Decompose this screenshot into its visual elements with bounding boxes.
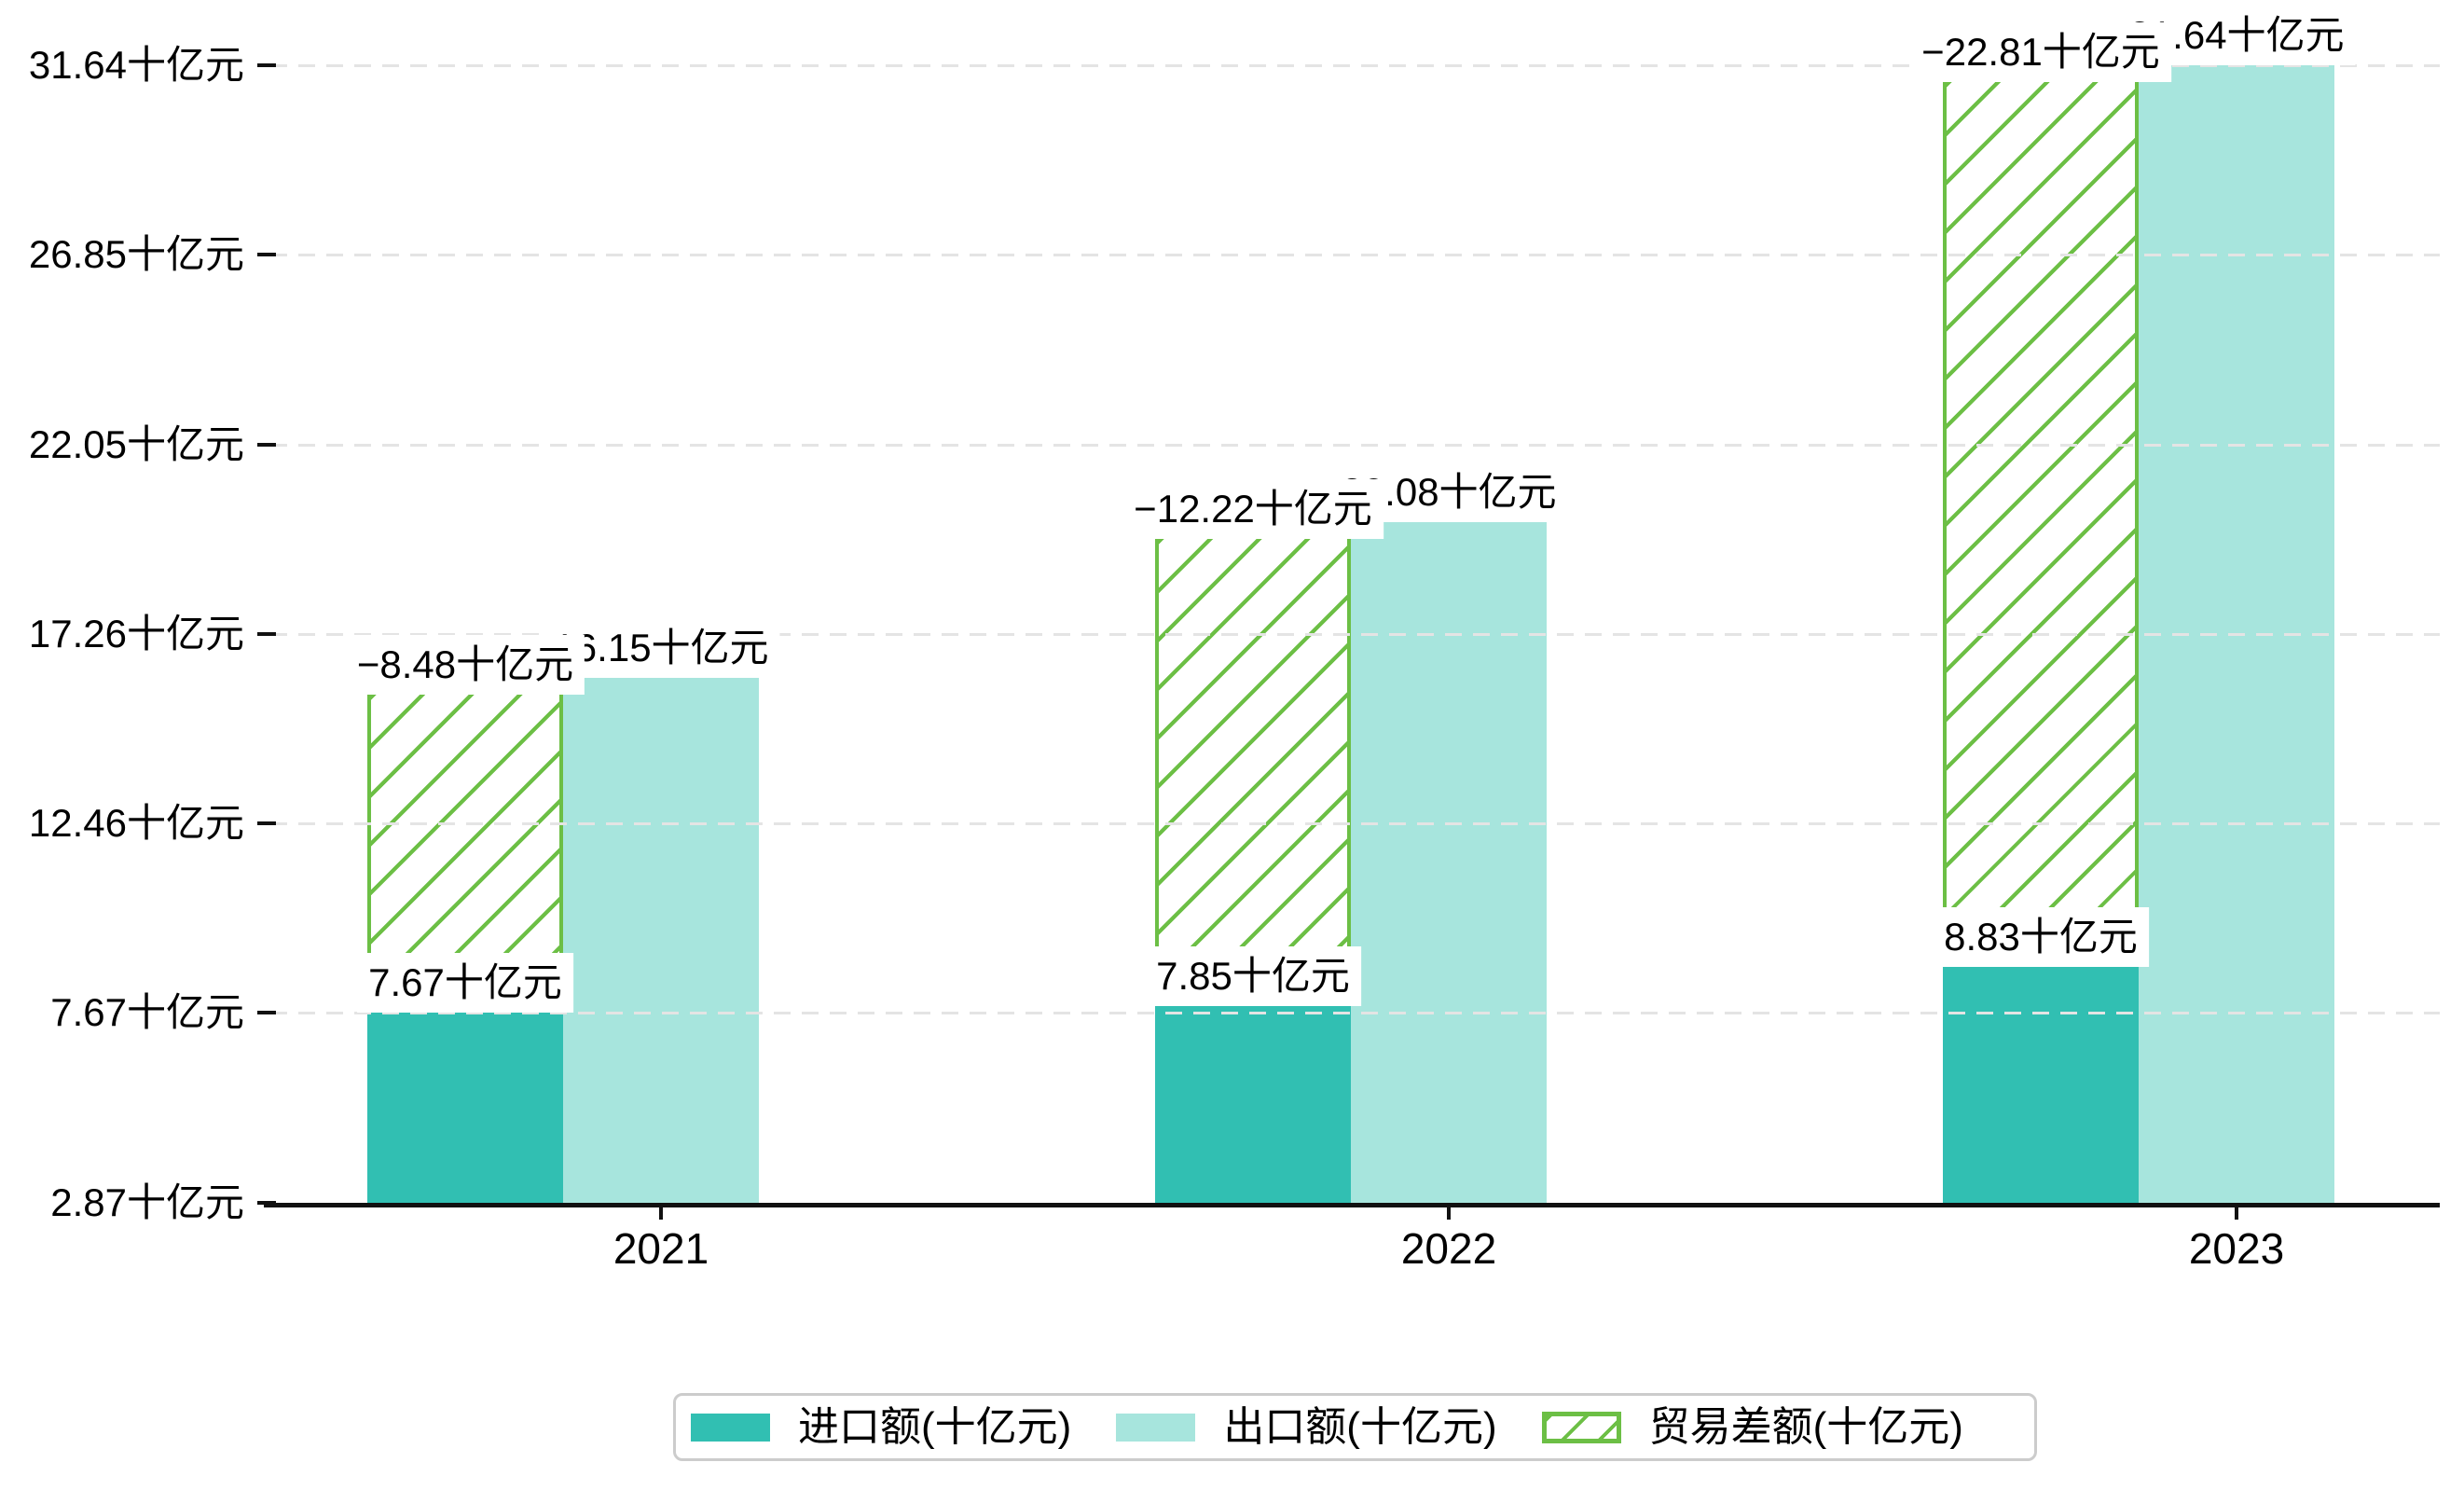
y-tick-label: 12.46十亿元 <box>28 801 244 846</box>
import-value-label: 8.83十亿元 <box>1933 907 2149 968</box>
import-swatch-icon <box>691 1413 770 1442</box>
import-value-label: 7.67十亿元 <box>357 953 573 1014</box>
x-tick-mark <box>1447 1207 1451 1220</box>
gridline <box>270 1012 2440 1015</box>
trade-balance-hatch-swatch-icon <box>1541 1411 1621 1443</box>
trade-balance-value-label: −22.81十亿元 <box>1910 22 2171 82</box>
y-tick-label: 17.26十亿元 <box>28 611 244 655</box>
legend-item-import: 进口额(十亿元) <box>691 1403 1071 1452</box>
y-tick-label: 31.64十亿元 <box>28 43 244 87</box>
x-tick-label: 2022 <box>1400 1224 1497 1273</box>
trade-balance-value-label: −8.48十亿元 <box>345 634 585 695</box>
export-value-label: 16.15十亿元 <box>542 617 780 678</box>
export-swatch-icon <box>1116 1413 1196 1442</box>
y-tick-mark <box>257 63 276 67</box>
y-tick-label: 2.87十亿元 <box>50 1180 244 1224</box>
x-tick-label: 2023 <box>2188 1224 2285 1273</box>
x-tick-mark <box>2235 1207 2238 1220</box>
legend-item-trade-balance: 贸易差额(十亿元) <box>1541 1403 1963 1452</box>
legend-item-export: 出口额(十亿元) <box>1116 1403 1497 1452</box>
trade-balance-bar <box>1155 539 1351 1006</box>
trade-balance-value-label: −12.22十亿元 <box>1122 479 1383 540</box>
y-tick-mark <box>257 1011 276 1015</box>
gridline <box>270 632 2440 636</box>
y-tick-mark <box>257 821 276 826</box>
y-tick-mark <box>257 442 276 447</box>
y-tick-mark <box>257 631 276 636</box>
legend-label-import: 进口额(十亿元) <box>798 1403 1072 1450</box>
gridline <box>270 254 2440 257</box>
legend-label-trade-balance: 贸易差额(十亿元) <box>1648 1403 1963 1450</box>
y-tick-label: 7.67十亿元 <box>50 990 244 1035</box>
gridline <box>270 822 2440 826</box>
trade-balance-bar <box>1943 82 2139 968</box>
x-tick-mark <box>659 1207 663 1220</box>
gridline <box>270 443 2440 447</box>
import-value-label: 7.85十亿元 <box>1145 945 1361 1006</box>
legend-label-export: 出口额(十亿元) <box>1223 1403 1497 1450</box>
y-tick-label: 26.85十亿元 <box>28 232 244 277</box>
export-bar <box>1351 522 1547 1203</box>
x-tick-label: 2021 <box>613 1224 709 1273</box>
x-axis-line <box>264 1203 2440 1207</box>
export-value-label: 31.64十亿元 <box>2117 6 2356 65</box>
gridline <box>270 64 2440 67</box>
legend: 进口额(十亿元) 出口额(十亿元) 贸易差额(十亿元) <box>673 1393 2037 1461</box>
y-tick-label: 22.05十亿元 <box>28 421 244 466</box>
import-bar <box>367 1013 563 1203</box>
import-bar <box>1943 967 2139 1203</box>
y-tick-mark <box>257 253 276 257</box>
export-bar <box>563 677 759 1203</box>
import-bar <box>1155 1005 1351 1203</box>
